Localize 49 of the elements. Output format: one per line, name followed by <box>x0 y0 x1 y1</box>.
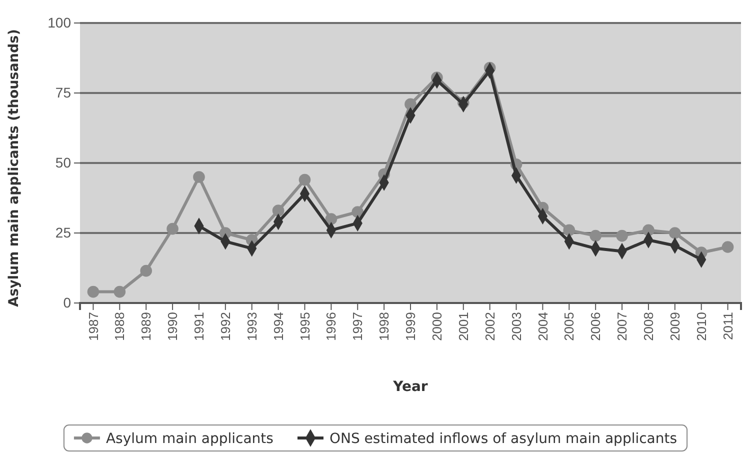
point <box>298 174 311 186</box>
x-tick-label: 1998 <box>376 312 392 341</box>
x-tick-label: 2000 <box>429 312 444 341</box>
x-tick-label: 2002 <box>482 312 498 341</box>
point <box>616 230 628 242</box>
x-tick-label: 2001 <box>456 312 471 341</box>
point <box>140 264 152 277</box>
x-tick-label: 1995 <box>297 312 312 341</box>
point <box>166 222 178 235</box>
x-tick-label: 2006 <box>588 312 604 341</box>
y-tick-label: 100 <box>48 14 72 30</box>
x-tick-label: 2005 <box>562 312 577 341</box>
point <box>114 286 126 298</box>
point <box>722 241 734 253</box>
x-tick-label: 1991 <box>192 312 207 341</box>
x-tick-label: 1988 <box>112 312 128 341</box>
y-tick-label: 25 <box>55 224 72 240</box>
x-tick-label: 1987 <box>86 312 101 341</box>
point <box>668 227 681 239</box>
point <box>590 230 602 242</box>
legend-label: Asylum main applicants <box>106 430 274 447</box>
x-axis-title: Year <box>392 379 428 395</box>
point <box>404 98 416 110</box>
x-tick-label: 1997 <box>350 312 366 341</box>
point <box>325 213 338 225</box>
x-tick-label: 2003 <box>508 312 524 341</box>
point <box>642 224 654 236</box>
y-tick-label: 75 <box>55 84 72 100</box>
legend-label: ONS estimated inflows of asylum main applicants <box>329 430 678 447</box>
x-tick-label: 1990 <box>165 312 180 341</box>
point <box>193 171 205 183</box>
y-tick-label: 0 <box>63 294 72 310</box>
x-tick-label: 2009 <box>667 312 682 341</box>
x-tick-label: 2011 <box>720 312 736 340</box>
x-tick-label: 2008 <box>641 312 656 341</box>
x-tick-label: 1992 <box>218 312 233 341</box>
x-tick-label: 1996 <box>324 312 339 341</box>
x-tick-label: 1989 <box>138 312 154 341</box>
y-tick-label: 50 <box>55 154 72 170</box>
point <box>563 224 576 236</box>
y-axis-title: Asylum main applicants (thousands) <box>6 29 22 307</box>
x-tick-label: 2004 <box>535 312 550 341</box>
x-tick-label: 1993 <box>244 312 260 341</box>
point <box>87 286 100 298</box>
x-tick-label: 2007 <box>614 312 630 341</box>
x-tick-label: 1999 <box>403 312 418 341</box>
x-tick-label: 2010 <box>694 312 709 341</box>
x-tick-label: 1994 <box>270 312 286 341</box>
point <box>272 204 284 217</box>
